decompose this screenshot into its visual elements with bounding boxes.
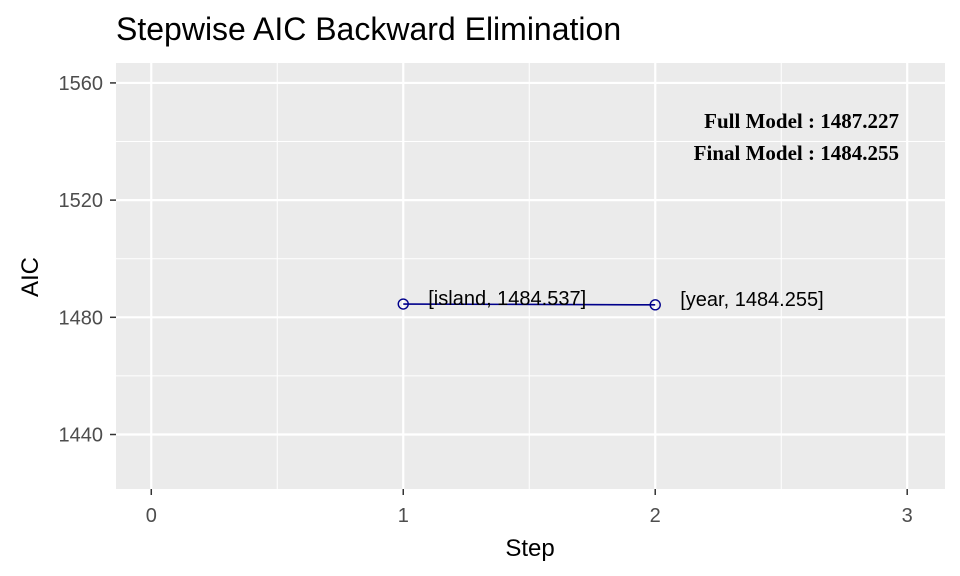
x-tick-label: 2 [650, 505, 661, 527]
y-tick-label: 1480 [59, 307, 104, 329]
x-tick-label: 3 [902, 505, 913, 527]
data-point-label: [year, 1484.255] [680, 289, 823, 311]
plot-panel [116, 63, 945, 489]
minor-gridlines [116, 63, 945, 489]
x-axis-title: Step [505, 535, 554, 562]
annotation-final-model: Final Model : 1484.255 [694, 141, 899, 165]
x-tick-label: 0 [146, 505, 157, 527]
data-point [397, 298, 409, 310]
y-tick-label: 1520 [59, 190, 104, 212]
axes: 0 1 2 3 1440 1480 1520 1560 [59, 73, 913, 527]
y-tick-label: 1440 [59, 425, 104, 447]
x-tick-label: 1 [398, 505, 409, 527]
major-gridlines [116, 63, 945, 489]
data-point-label: [island, 1484.537] [428, 288, 586, 310]
series-line-segment [403, 303, 656, 306]
data-point [649, 299, 661, 311]
annotation-full-model: Full Model : 1487.227 [704, 109, 899, 133]
y-axis-title: AIC [17, 257, 44, 297]
series-layer [397, 298, 661, 311]
chart-title: Stepwise AIC Backward Elimination [116, 11, 621, 47]
point-labels: [island, 1484.537] [year, 1484.255] [428, 288, 823, 311]
y-tick-label: 1560 [59, 73, 104, 95]
